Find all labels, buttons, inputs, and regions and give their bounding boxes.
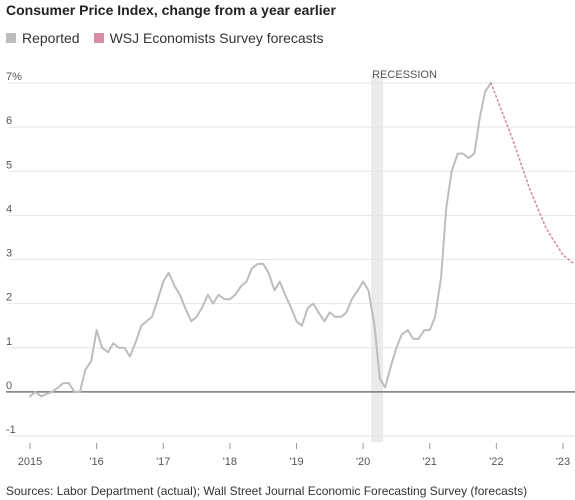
legend-swatch-reported	[6, 33, 16, 43]
chart-legend: Reported WSJ Economists Survey forecasts	[6, 30, 324, 46]
x-tick-label: '17	[156, 456, 170, 468]
legend-swatch-forecast	[93, 33, 104, 43]
legend-label-reported: Reported	[22, 30, 80, 46]
x-tick-label: '20	[356, 456, 370, 468]
y-tick-label: 1	[6, 336, 12, 348]
y-tick-label: -1	[6, 424, 16, 436]
legend-item-reported: Reported	[6, 30, 80, 46]
y-tick-label: 2	[6, 292, 12, 304]
chart-title: Consumer Price Index, change from a year…	[6, 2, 336, 18]
source-note: Sources: Labor Department (actual); Wall…	[6, 484, 528, 498]
x-tick-label: '19	[289, 456, 303, 468]
y-tick-label: 4	[6, 203, 12, 215]
y-tick-label: 5	[6, 159, 12, 171]
x-tick-label: 2015	[18, 456, 42, 468]
forecast-series-line	[490, 82, 575, 265]
recession-label: RECESSION	[372, 69, 437, 81]
y-tick-label: 0	[6, 380, 12, 392]
reported-series-line	[29, 82, 492, 398]
x-tick-label: '18	[223, 456, 237, 468]
y-tick-label: 3	[6, 248, 12, 260]
legend-item-forecast: WSJ Economists Survey forecasts	[93, 30, 324, 46]
x-tick-label: '23	[556, 456, 570, 468]
y-tick-label: 7%	[6, 71, 22, 83]
y-tick-label: 6	[6, 115, 12, 127]
x-tick-label: '21	[423, 456, 437, 468]
legend-label-forecast: WSJ Economists Survey forecasts	[109, 30, 324, 46]
x-tick-label: '22	[489, 456, 503, 468]
x-tick-label: '16	[89, 456, 103, 468]
